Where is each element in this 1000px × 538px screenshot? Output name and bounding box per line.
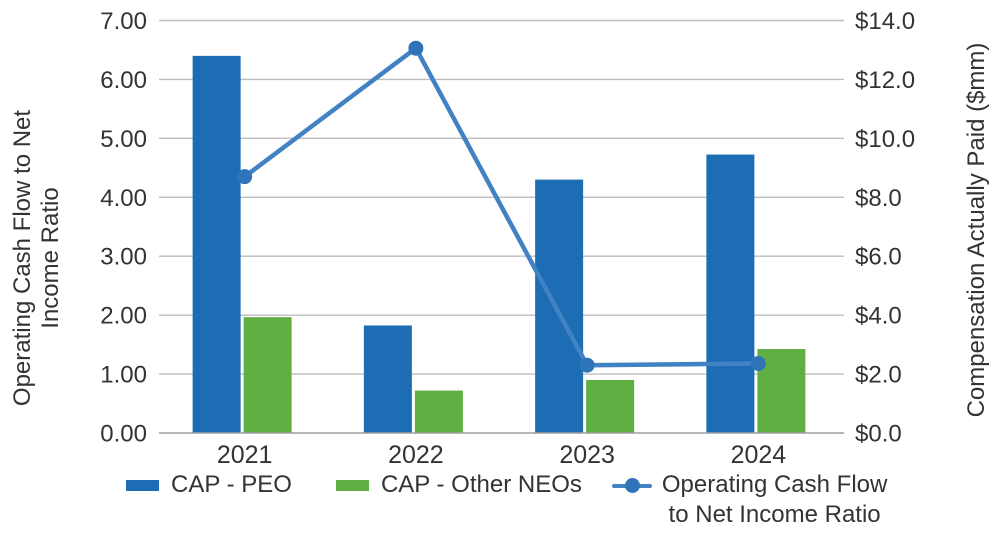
bar-cap-peo bbox=[192, 55, 241, 433]
bar-cap-other-neos bbox=[586, 379, 635, 433]
ratio-line bbox=[242, 45, 761, 368]
bar-cap-peo bbox=[706, 154, 755, 433]
legend-label: CAP - Other NEOs bbox=[381, 470, 582, 500]
bar-cap-other-neos bbox=[414, 390, 463, 433]
left-axis-tick-label: 1.00 bbox=[100, 362, 147, 389]
x-tick-label: 2022 bbox=[388, 441, 444, 469]
left-axis-tick-label: 4.00 bbox=[100, 185, 147, 212]
left-axis-title-line1: Operating Cash Flow to Net bbox=[9, 109, 36, 407]
legend-label-line: CAP - Other NEOs bbox=[380, 471, 582, 498]
legend-label: CAP - PEO bbox=[171, 470, 292, 500]
bar-cap-peo bbox=[535, 179, 584, 433]
bar-cap-other-neos bbox=[243, 317, 292, 433]
left-axis-title: Operating Cash Flow to Net Income Ratio bbox=[9, 38, 65, 478]
right-axis-tick-label: $10.0 bbox=[855, 126, 915, 153]
ratio-line-marker bbox=[579, 357, 595, 373]
legend-item-2: Operating Cash Flow to Net Income Ratio bbox=[611, 470, 887, 530]
right-axis-tick-label: $6.0 bbox=[855, 244, 902, 271]
ratio-line-marker bbox=[237, 169, 253, 185]
legend-label-line: CAP - PEO bbox=[171, 471, 292, 498]
right-axis-tick-label: $4.0 bbox=[855, 303, 902, 330]
left-axis-tick-label: 0.00 bbox=[100, 421, 147, 448]
legend: CAP - PEO CAP - Other NEOs Operating Cash … bbox=[126, 470, 887, 530]
left-axis-tick-label: 3.00 bbox=[100, 244, 147, 271]
legend-label-line: Operating Cash Flow bbox=[661, 471, 888, 498]
legend-item-1: CAP - Other NEOs bbox=[335, 470, 582, 500]
right-axis-tick-label: $2.0 bbox=[855, 362, 902, 389]
x-tick-label: 2021 bbox=[217, 441, 273, 469]
right-axis-tick-label: $12.0 bbox=[855, 67, 915, 94]
legend-line-marker-swatch bbox=[611, 478, 652, 493]
ratio-line-marker bbox=[408, 40, 424, 56]
x-tick-label: 2023 bbox=[559, 441, 615, 469]
left-axis-tick-label: 6.00 bbox=[100, 67, 147, 94]
bar-cap-peo bbox=[363, 325, 412, 433]
left-axis-tick-label: 5.00 bbox=[100, 126, 147, 153]
legend-label: Operating Cash Flow to Net Income Ratio bbox=[662, 470, 887, 530]
left-axis-tick-label: 2.00 bbox=[100, 303, 147, 330]
legend-bar-swatch bbox=[335, 480, 369, 491]
right-axis-tick-label: $0.0 bbox=[855, 421, 902, 448]
right-axis-title: Compensation Actually Paid ($mm) bbox=[963, 42, 990, 418]
legend-dot-icon bbox=[624, 478, 640, 493]
right-axis-tick-label: $8.0 bbox=[855, 185, 902, 212]
ratio-line-marker bbox=[750, 355, 766, 371]
right-axis-tick-label: $14.0 bbox=[855, 8, 915, 35]
left-axis-title-line2: Income Ratio bbox=[37, 187, 64, 329]
legend-item-0: CAP - PEO bbox=[126, 470, 292, 500]
legend-bar-swatch bbox=[126, 480, 159, 491]
x-tick-label: 2024 bbox=[731, 441, 787, 469]
legend-label-line: to Net Income Ratio bbox=[668, 501, 881, 528]
left-axis-tick-label: 7.00 bbox=[100, 8, 147, 35]
